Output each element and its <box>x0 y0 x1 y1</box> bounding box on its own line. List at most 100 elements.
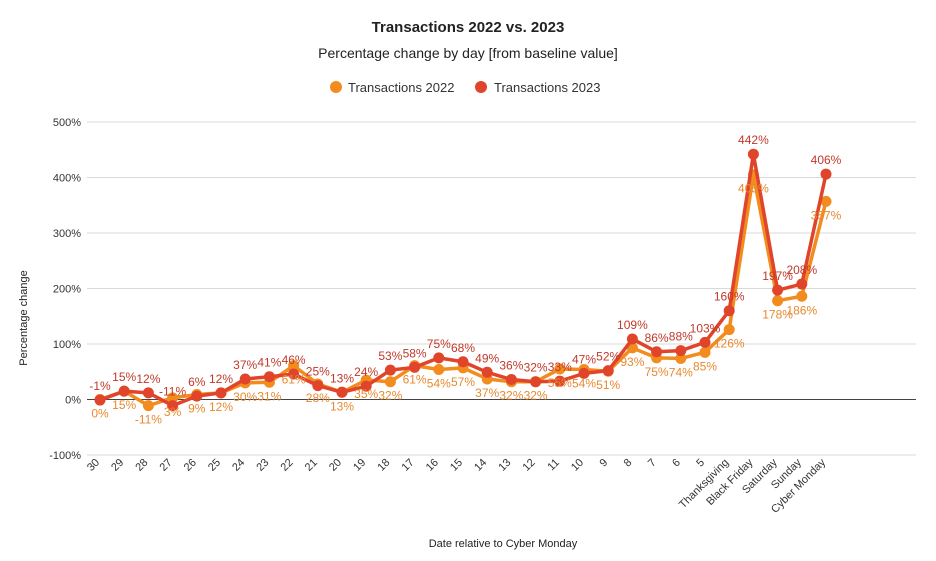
x-tick-label: 30 <box>85 457 102 474</box>
x-tick-label: 18 <box>375 457 392 474</box>
x-tick-label: 8 <box>622 457 635 470</box>
y-tick-label: 200% <box>53 284 81 296</box>
x-tick-label: 14 <box>472 457 489 474</box>
data-label-1: 15% <box>112 370 136 384</box>
data-point-0 <box>142 400 154 412</box>
data-label-0: 51% <box>596 378 620 392</box>
x-tick-label: 22 <box>279 457 296 474</box>
data-point-1 <box>288 368 300 380</box>
data-point-1 <box>481 366 493 378</box>
data-label-0: 35% <box>354 387 378 401</box>
data-label-0: 32% <box>378 389 402 403</box>
data-point-0 <box>723 324 735 336</box>
x-tick-label: 11 <box>545 457 562 474</box>
data-point-1 <box>360 380 372 392</box>
legend: Transactions 2022 Transactions 2023 <box>330 80 600 95</box>
data-point-1 <box>215 387 227 399</box>
x-tick-label: 23 <box>254 457 271 474</box>
x-tick-label: 16 <box>424 457 441 474</box>
x-tick-label: 19 <box>351 457 368 474</box>
data-point-1 <box>651 346 663 358</box>
data-label-0: 85% <box>693 359 717 373</box>
data-label-1: 36% <box>499 359 523 373</box>
y-tick-label: 400% <box>53 173 81 185</box>
data-label-1: -1% <box>89 379 111 393</box>
data-point-1 <box>796 278 808 290</box>
data-label-1: 109% <box>617 318 648 332</box>
data-point-1 <box>142 387 154 399</box>
data-label-1: 6% <box>188 375 206 389</box>
data-label-0: 126% <box>714 337 745 351</box>
data-point-1 <box>820 168 832 180</box>
data-label-1: 52% <box>596 350 620 364</box>
data-label-0: 30% <box>233 390 257 404</box>
data-label-0: -11% <box>135 413 162 427</box>
data-label-0: 15% <box>112 398 136 412</box>
data-point-0 <box>820 195 832 207</box>
data-label-0: 54% <box>427 377 451 391</box>
data-label-0: 37% <box>475 386 499 400</box>
data-label-0: 32% <box>524 389 548 403</box>
data-point-1 <box>118 385 130 397</box>
x-tick-label: 9 <box>598 457 611 470</box>
data-point-1 <box>263 371 275 383</box>
data-point-0 <box>554 363 566 375</box>
data-label-1: 47% <box>572 352 596 366</box>
data-point-1 <box>384 364 396 376</box>
data-point-1 <box>675 345 687 357</box>
data-label-1: 88% <box>669 330 693 344</box>
grid <box>87 121 916 456</box>
x-tick-label: 13 <box>496 457 513 474</box>
data-label-0: 186% <box>786 303 817 317</box>
y-axis: -100% 0% 100% 200% 300% 400% 500% <box>49 117 81 462</box>
y-tick-label: 100% <box>53 339 81 351</box>
data-point-1 <box>626 333 638 345</box>
data-label-0: 13% <box>330 399 354 413</box>
data-point-1 <box>723 305 735 317</box>
data-point-0 <box>675 352 687 364</box>
x-tick-label: 25 <box>206 457 223 474</box>
data-label-0: 12% <box>209 400 233 414</box>
x-tick-label: 7 <box>646 457 659 470</box>
data-point-1 <box>94 394 106 406</box>
data-point-1 <box>336 386 348 398</box>
data-point-1 <box>699 336 711 348</box>
data-label-1: 75% <box>427 337 451 351</box>
x-tick-label: 26 <box>182 457 199 474</box>
data-point-1 <box>239 373 251 385</box>
data-label-0: 61% <box>282 373 306 387</box>
x-tick-label: 21 <box>303 457 320 474</box>
data-label-0: 54% <box>572 377 596 391</box>
x-axis-title: Date relative to Cyber Monday <box>429 538 578 550</box>
data-point-1 <box>191 390 203 402</box>
data-point-1 <box>409 361 421 373</box>
data-label-0: 75% <box>645 365 669 379</box>
x-tick-label: 27 <box>158 457 175 474</box>
x-tick-label: 6 <box>670 457 683 470</box>
data-label-1: 13% <box>330 371 354 385</box>
data-point-1 <box>312 380 324 392</box>
data-label-1: 37% <box>233 358 257 372</box>
data-point-1 <box>457 356 469 368</box>
data-label-1: 53% <box>378 349 402 363</box>
data-point-1 <box>554 375 566 387</box>
data-label-1: -11% <box>159 385 186 399</box>
data-label-0: 357% <box>811 208 842 222</box>
x-axis: 30 29 28 27 26 25 24 23 22 21 20 19 18 17 16 15 14 13 12 11… <box>85 456 828 515</box>
data-label-0: 28% <box>306 391 330 405</box>
data-label-0: 55% <box>548 376 572 390</box>
legend-label-2023: Transactions 2023 <box>494 80 600 95</box>
data-point-1 <box>530 376 542 388</box>
data-label-1: 68% <box>451 341 475 355</box>
y-tick-label: 0% <box>65 395 81 407</box>
data-point-0 <box>772 295 784 307</box>
data-label-1: 12% <box>136 372 160 386</box>
data-point-1 <box>433 352 445 364</box>
x-tick-label: 17 <box>400 457 417 474</box>
data-label-0: 57% <box>451 375 475 389</box>
y-tick-label: -100% <box>49 450 81 462</box>
data-label-0: 178% <box>762 308 793 322</box>
data-point-0 <box>167 392 179 404</box>
data-label-1: 86% <box>645 331 669 345</box>
